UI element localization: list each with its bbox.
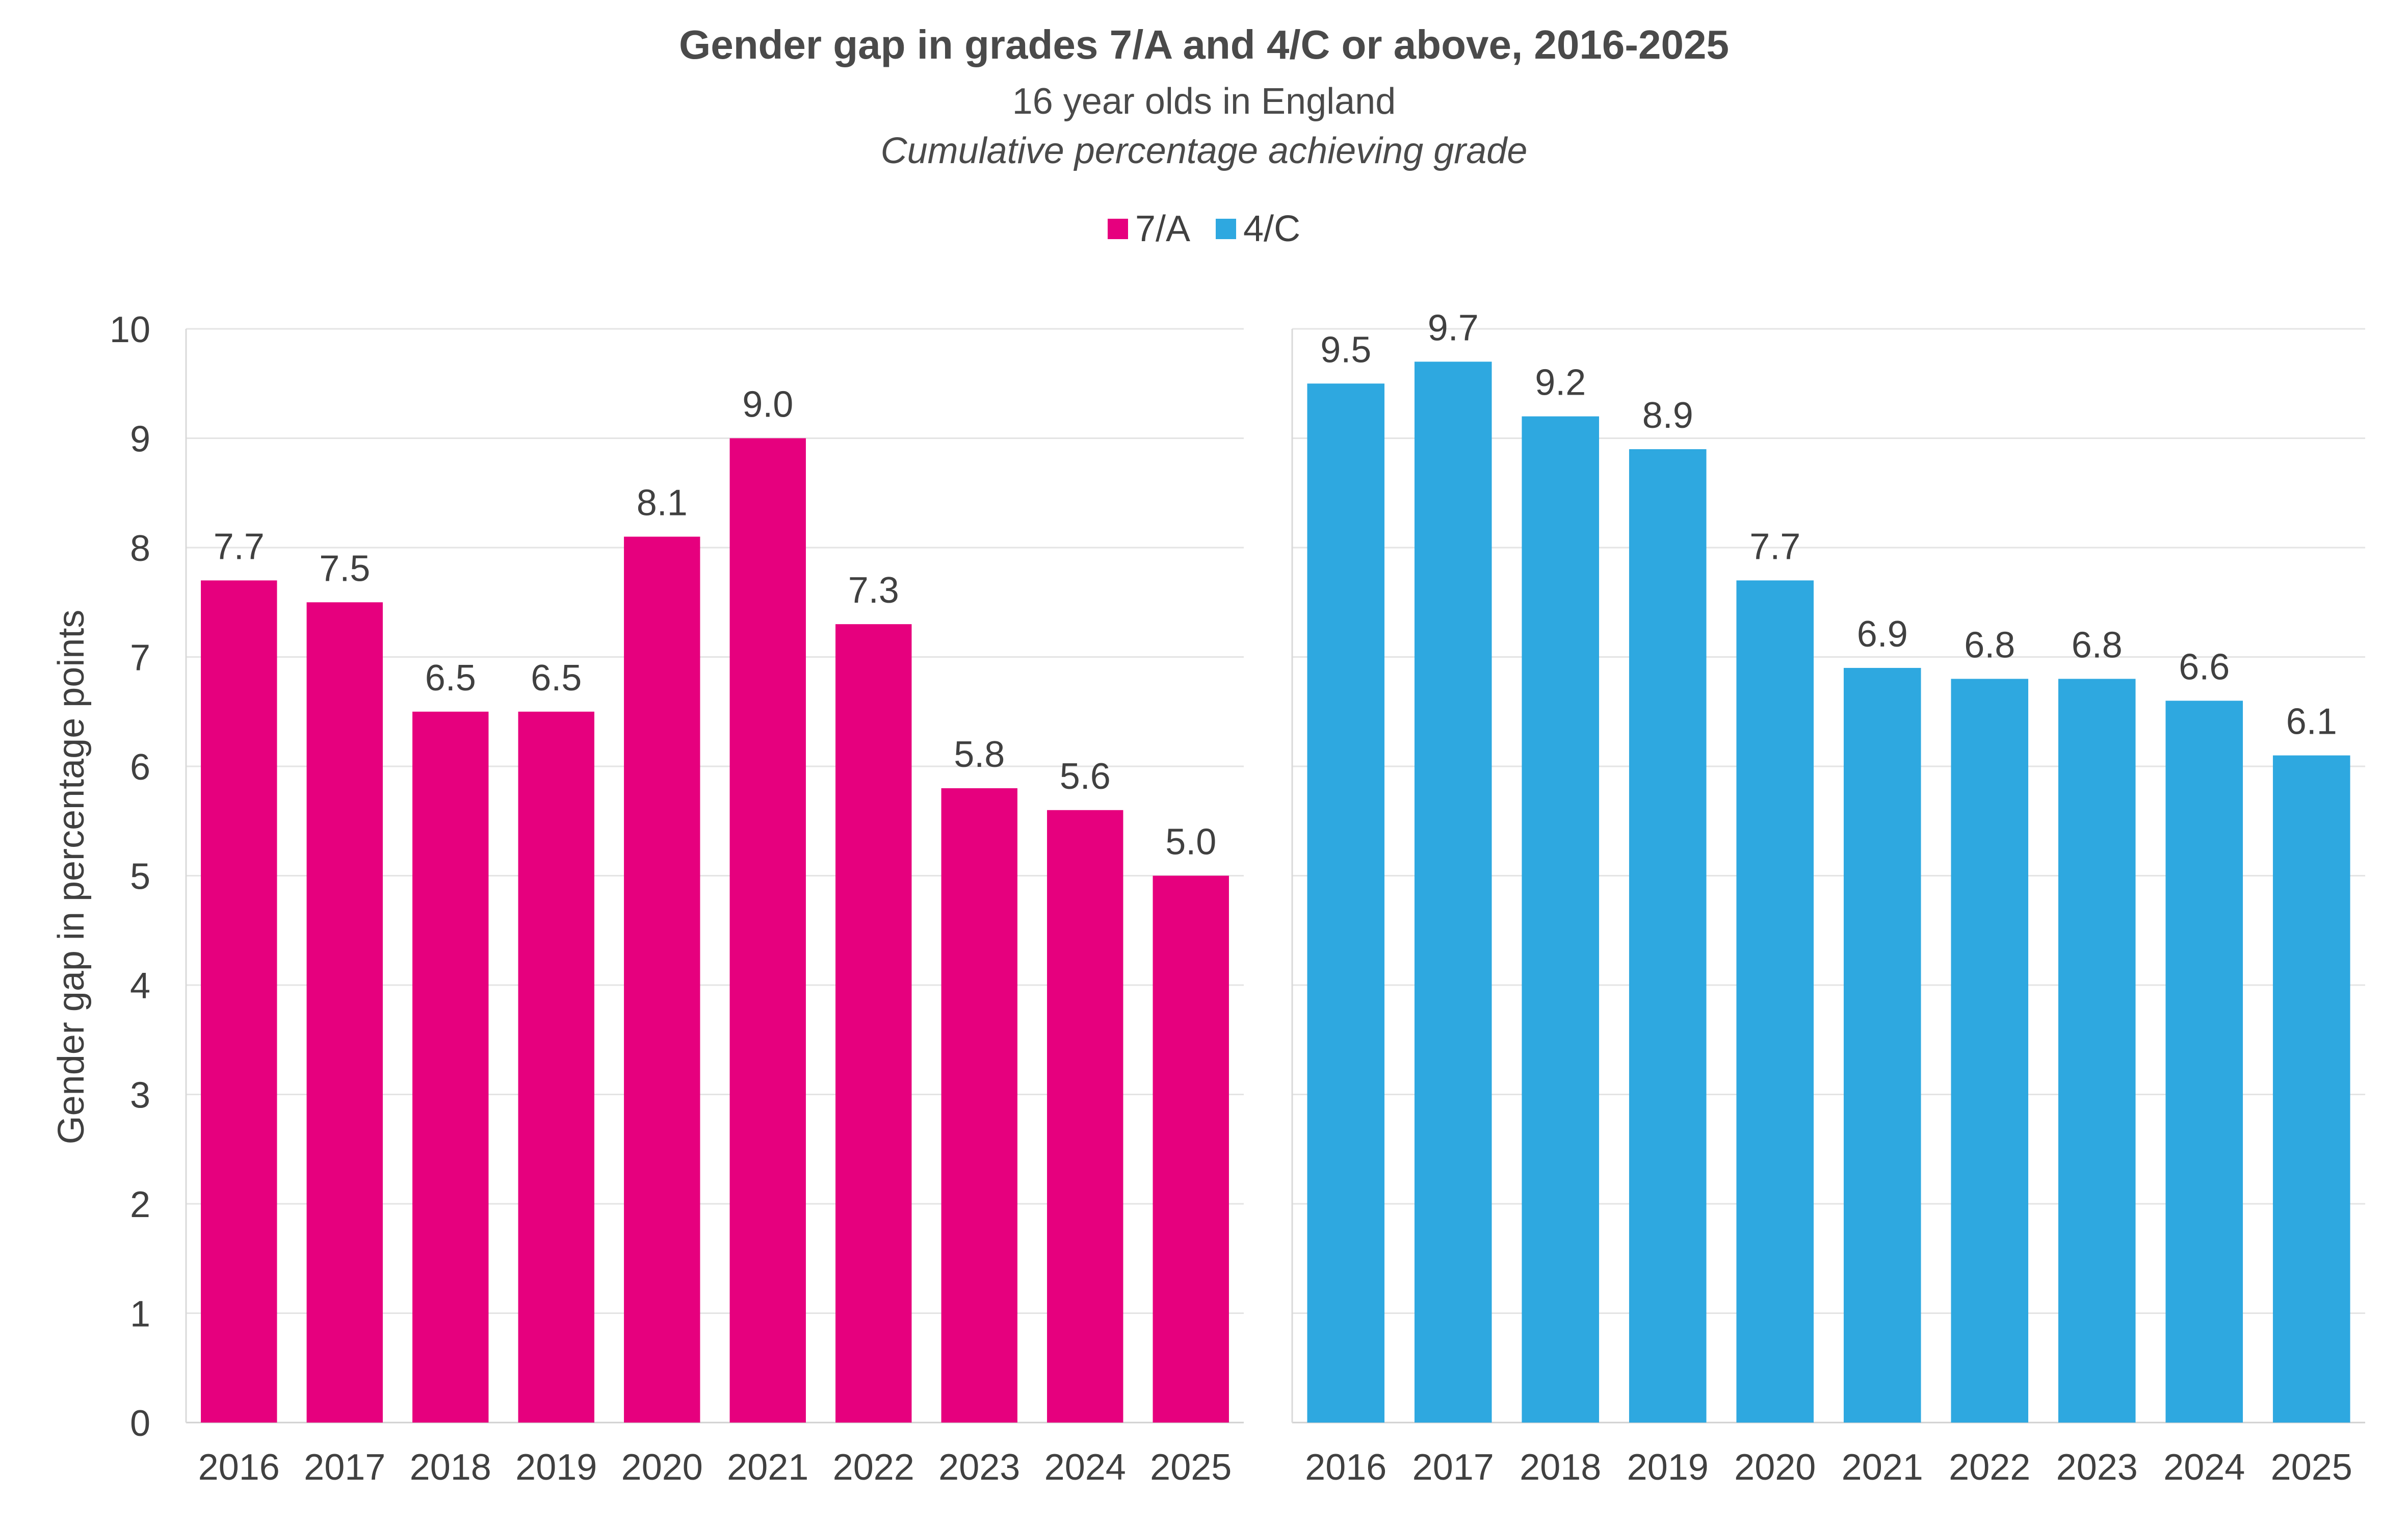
data-label: 6.8 xyxy=(1964,625,2015,665)
x-tick-label: 2021 xyxy=(1842,1447,1923,1488)
y-tick-label: 10 xyxy=(110,309,150,350)
bar-2022 xyxy=(1951,679,2029,1423)
legend-item-7a: 7/A xyxy=(1107,208,1191,250)
bar-2016 xyxy=(1307,383,1385,1423)
x-tick-label: 2017 xyxy=(1412,1447,1494,1488)
x-tick-label: 2025 xyxy=(1150,1447,1232,1488)
bar-2017 xyxy=(306,602,383,1423)
data-label: 7.7 xyxy=(1749,526,1800,567)
legend-label-7a: 7/A xyxy=(1135,209,1191,249)
y-tick-label: 2 xyxy=(130,1184,150,1225)
x-tick-label: 2023 xyxy=(938,1447,1020,1488)
bar-2024 xyxy=(1047,810,1123,1423)
bar-2018 xyxy=(412,711,489,1423)
chart-title: Gender gap in grades 7/A and 4/C or abov… xyxy=(678,22,1730,67)
legend: 7/A 4/C xyxy=(0,208,2408,250)
x-tick-label: 2019 xyxy=(515,1447,597,1488)
y-tick-label: 7 xyxy=(130,638,150,679)
data-label: 6.8 xyxy=(2072,625,2123,665)
data-label: 8.9 xyxy=(1642,395,1693,436)
bar-2024 xyxy=(2165,701,2243,1423)
x-tick-label: 2020 xyxy=(621,1447,703,1488)
data-label: 9.2 xyxy=(1535,363,1586,403)
y-tick-label: 4 xyxy=(130,966,150,1006)
x-tick-label: 2024 xyxy=(2163,1447,2245,1488)
x-tick-label: 2023 xyxy=(2056,1447,2138,1488)
x-tick-label: 2018 xyxy=(410,1447,491,1488)
data-label: 6.1 xyxy=(2286,702,2337,742)
data-label: 8.1 xyxy=(637,483,688,524)
x-tick-label: 2016 xyxy=(198,1447,280,1488)
data-label: 7.7 xyxy=(214,526,265,567)
x-tick-label: 2017 xyxy=(304,1447,385,1488)
x-tick-label: 2020 xyxy=(1734,1447,1816,1488)
data-label: 9.0 xyxy=(742,384,793,425)
data-label: 6.5 xyxy=(425,658,476,699)
y-tick-label: 0 xyxy=(130,1403,150,1444)
bar-2017 xyxy=(1414,362,1492,1423)
y-tick-label: 3 xyxy=(130,1075,150,1116)
x-tick-label: 2018 xyxy=(1520,1447,1601,1488)
x-tick-label: 2025 xyxy=(2271,1447,2352,1488)
bar-2018 xyxy=(1522,416,1600,1423)
legend-swatch-4c xyxy=(1216,219,1237,239)
data-label: 7.3 xyxy=(848,570,899,611)
bar-2021 xyxy=(729,438,806,1423)
bar-2020 xyxy=(624,536,700,1423)
y-tick-label: 1 xyxy=(130,1294,150,1335)
data-label: 6.5 xyxy=(531,658,582,699)
bar-2019 xyxy=(518,711,594,1423)
x-tick-label: 2021 xyxy=(727,1447,808,1488)
y-tick-label: 8 xyxy=(130,528,150,569)
x-tick-label: 2022 xyxy=(1949,1447,2030,1488)
y-tick-label: 9 xyxy=(130,419,150,460)
legend-swatch-7a xyxy=(1107,219,1128,239)
x-tick-label: 2016 xyxy=(1305,1447,1386,1488)
x-tick-label: 2024 xyxy=(1044,1447,1126,1488)
data-label: 5.6 xyxy=(1060,756,1111,797)
y-tick-label: 5 xyxy=(130,857,150,897)
y-tick-label: 6 xyxy=(130,747,150,788)
data-label: 9.5 xyxy=(1320,329,1371,370)
data-label: 5.8 xyxy=(954,734,1005,775)
bar-2016 xyxy=(201,580,277,1423)
legend-label-4c: 4/C xyxy=(1243,209,1301,249)
x-tick-label: 2019 xyxy=(1627,1447,1709,1488)
bar-2020 xyxy=(1736,580,1814,1423)
chart-subtitle: 16 year olds in England xyxy=(1012,81,1396,122)
bar-2019 xyxy=(1629,449,1707,1423)
x-tick-label: 2022 xyxy=(833,1447,914,1488)
bar-2023 xyxy=(2058,679,2136,1423)
bar-2025 xyxy=(1153,875,1229,1423)
chart-subtitle-note: Cumulative percentage achieving grade xyxy=(880,131,1528,171)
data-label: 5.0 xyxy=(1165,822,1216,863)
data-label: 7.5 xyxy=(319,548,370,589)
data-label: 6.6 xyxy=(2179,647,2230,687)
bar-2021 xyxy=(1843,667,1921,1423)
data-label: 9.7 xyxy=(1428,307,1479,348)
bar-2022 xyxy=(835,624,912,1423)
data-label: 6.9 xyxy=(1857,614,1908,655)
bar-2023 xyxy=(941,788,1017,1423)
bar-2025 xyxy=(2272,755,2350,1423)
legend-item-4c: 4/C xyxy=(1216,208,1300,250)
